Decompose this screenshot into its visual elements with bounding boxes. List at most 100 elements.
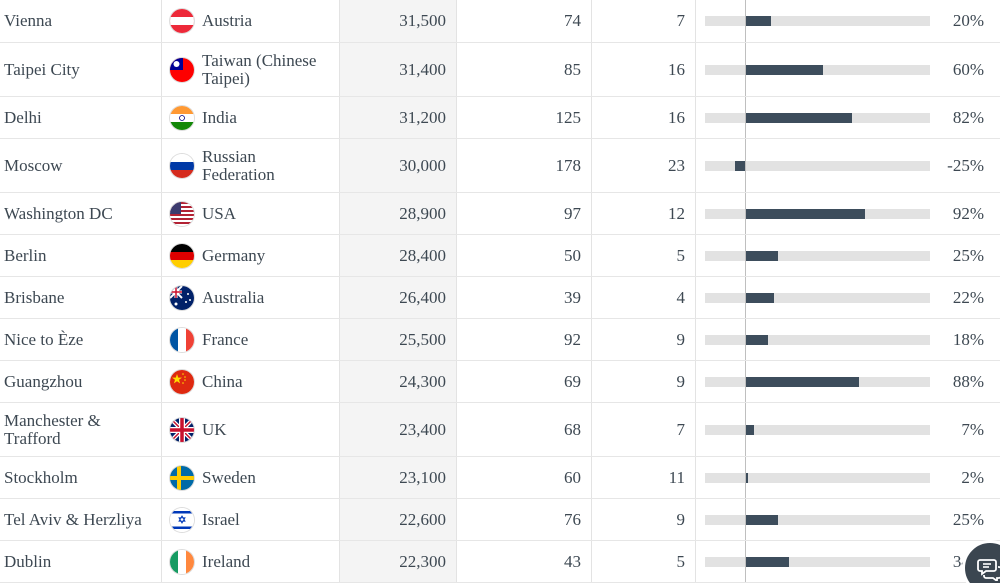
table-row: Berlin Germany 28,400 50 5 25% <box>0 235 1000 277</box>
value-cell: 39 <box>457 277 592 318</box>
value-cell: 69 <box>457 361 592 402</box>
city-cell: Stockholm <box>0 457 162 498</box>
zero-line <box>745 193 746 234</box>
bar-fill <box>745 424 755 435</box>
change-bar-cell: 25% <box>696 499 1000 540</box>
value-cell: 50 <box>457 235 592 276</box>
city-name: Washington DC <box>4 203 113 223</box>
bar-track <box>705 64 930 75</box>
austria-flag-icon <box>170 9 194 33</box>
zero-line <box>745 541 746 582</box>
country-name: Austria <box>202 11 253 30</box>
country-name: Sweden <box>202 467 256 487</box>
zero-line <box>745 235 746 276</box>
city-name: Taipei City <box>4 59 80 79</box>
population-cell: 24,300 <box>340 361 457 402</box>
value-b: 7 <box>676 419 686 439</box>
taiwan-flag-icon <box>170 57 194 82</box>
city-cell: Brisbane <box>0 277 162 318</box>
bar-fill <box>745 208 865 219</box>
country-cell: Sweden <box>162 457 340 498</box>
value-cell: 16 <box>592 43 696 96</box>
change-percent: 60% <box>952 59 984 79</box>
population-value: 25,500 <box>399 329 446 349</box>
country-name: China <box>202 371 243 391</box>
city-name: Manchester & Trafford <box>4 410 101 448</box>
population-cell: 22,600 <box>340 499 457 540</box>
country-name: Germany <box>202 245 266 265</box>
city-cell: Tel Aviv & Herzliya <box>0 499 162 540</box>
table-row: Manchester & Trafford UK 23,400 68 7 7% <box>0 403 1000 457</box>
bar-track <box>705 472 930 483</box>
bar-track <box>705 250 930 261</box>
bar-track <box>705 112 930 123</box>
value-a: 43 <box>564 551 581 571</box>
city-name: Vienna <box>4 11 53 30</box>
value-cell: 11 <box>592 457 696 498</box>
value-a: 125 <box>555 107 582 127</box>
change-percent: 22% <box>952 287 984 307</box>
bar-track <box>705 208 930 219</box>
zero-line <box>745 499 746 540</box>
population-value: 28,400 <box>399 245 446 265</box>
value-cell: 9 <box>592 499 696 540</box>
population-value: 31,500 <box>399 11 446 30</box>
country-name: France <box>202 329 249 349</box>
city-name: Berlin <box>4 245 47 265</box>
bar-fill <box>745 112 852 123</box>
value-cell: 74 <box>457 0 592 42</box>
country-name: Israel <box>202 509 240 529</box>
country-cell: USA <box>162 193 340 234</box>
change-bar-cell: 34% <box>696 541 1000 582</box>
value-cell: 76 <box>457 499 592 540</box>
country-cell: Ireland <box>162 541 340 582</box>
value-cell: 5 <box>592 235 696 276</box>
zero-line <box>745 319 746 360</box>
value-b: 16 <box>668 59 685 79</box>
zero-line <box>745 139 746 192</box>
value-a: 178 <box>555 155 582 175</box>
population-value: 23,400 <box>399 419 446 439</box>
city-cell: Taipei City <box>0 43 162 96</box>
city-cell: Moscow <box>0 139 162 192</box>
bar-fill <box>745 64 823 75</box>
change-percent: 82% <box>952 107 984 127</box>
value-b: 12 <box>668 203 685 223</box>
bar-fill <box>745 250 778 261</box>
population-value: 22,600 <box>399 509 446 529</box>
bar-fill <box>745 556 790 567</box>
country-cell: France <box>162 319 340 360</box>
city-name: Delhi <box>4 107 42 127</box>
sweden-flag-icon <box>170 465 194 490</box>
india-flag-icon <box>170 105 194 130</box>
value-b: 23 <box>668 155 685 175</box>
bar-track <box>705 160 930 171</box>
value-b: 9 <box>676 509 686 529</box>
city-name: Nice to Èze <box>4 329 84 349</box>
zero-line <box>745 0 746 42</box>
city-cell: Nice to Èze <box>0 319 162 360</box>
ireland-flag-icon <box>170 549 194 574</box>
zero-line <box>745 277 746 318</box>
value-cell: 125 <box>457 97 592 138</box>
change-bar-cell: 92% <box>696 193 1000 234</box>
country-cell: Austria <box>162 0 340 42</box>
value-a: 39 <box>564 287 581 307</box>
table-row: Dublin Ireland 22,300 43 5 34% <box>0 541 1000 583</box>
city-name: Guangzhou <box>4 371 83 391</box>
population-cell: 22,300 <box>340 541 457 582</box>
value-b: 5 <box>676 551 686 571</box>
value-cell: 9 <box>592 361 696 402</box>
value-cell: 5 <box>592 541 696 582</box>
population-cell: 31,500 <box>340 0 457 42</box>
value-a: 50 <box>564 245 581 265</box>
value-cell: 85 <box>457 43 592 96</box>
change-bar-cell: 88% <box>696 361 1000 402</box>
population-cell: 28,400 <box>340 235 457 276</box>
value-a: 68 <box>564 419 581 439</box>
change-bar-cell: 20% <box>696 0 1000 42</box>
value-a: 74 <box>564 11 581 30</box>
table-row: Tel Aviv & Herzliya Israel 22,600 76 9 2… <box>0 499 1000 541</box>
country-name: India <box>202 107 237 127</box>
population-value: 26,400 <box>399 287 446 307</box>
